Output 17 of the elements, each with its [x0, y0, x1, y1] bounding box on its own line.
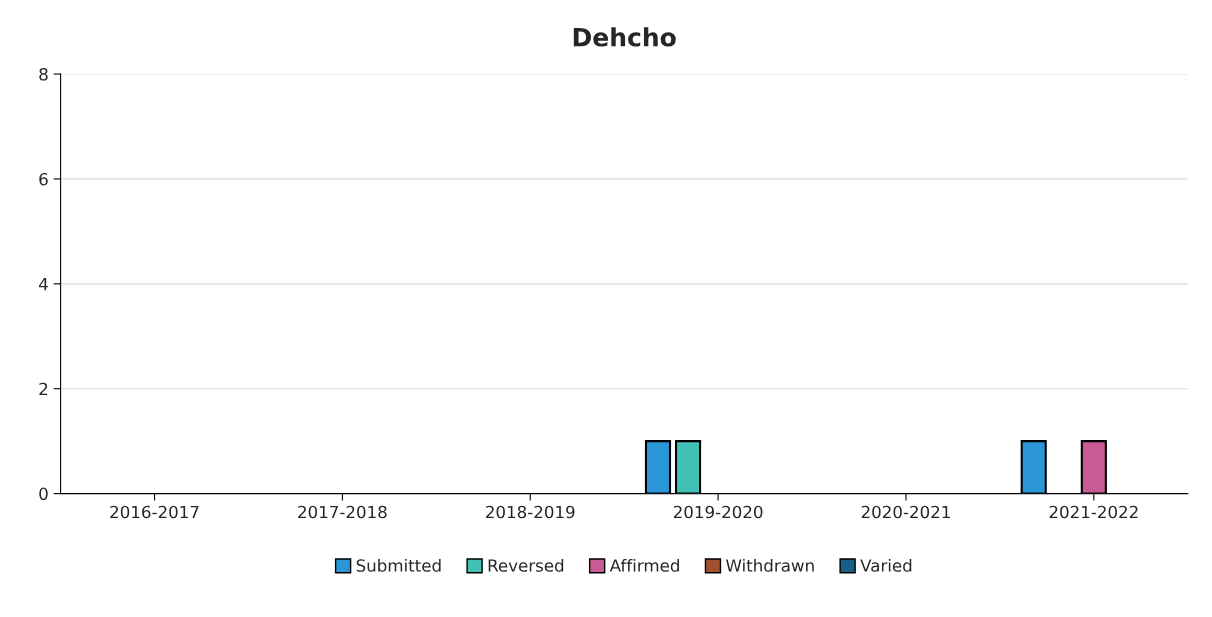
- chart-title: Dehcho: [573, 27, 676, 47]
- legend-label: Varied: [860, 558, 912, 572]
- x-tick-label: 2019-2020: [673, 505, 763, 519]
- legend-label: Affirmed: [609, 558, 679, 572]
- y-tick-label: 4: [39, 278, 48, 291]
- legend-label: Submitted: [356, 558, 441, 572]
- x-tick-label: 2017-2018: [298, 505, 387, 519]
- y-tick-label: 6: [39, 172, 48, 186]
- y-tick-label: 2: [39, 382, 48, 396]
- legend-label: Withdrawn: [726, 558, 814, 572]
- legend-label: Reversed: [488, 558, 564, 572]
- x-tick-label: 2021-2022: [1049, 505, 1138, 519]
- x-tick-label: 2018-2019: [486, 505, 575, 519]
- y-tick-label: 8: [39, 68, 48, 81]
- x-tick-label: 2016-2017: [110, 505, 199, 519]
- y-tick-label: 0: [39, 487, 48, 501]
- x-tick-label: 2020-2021: [861, 505, 950, 519]
